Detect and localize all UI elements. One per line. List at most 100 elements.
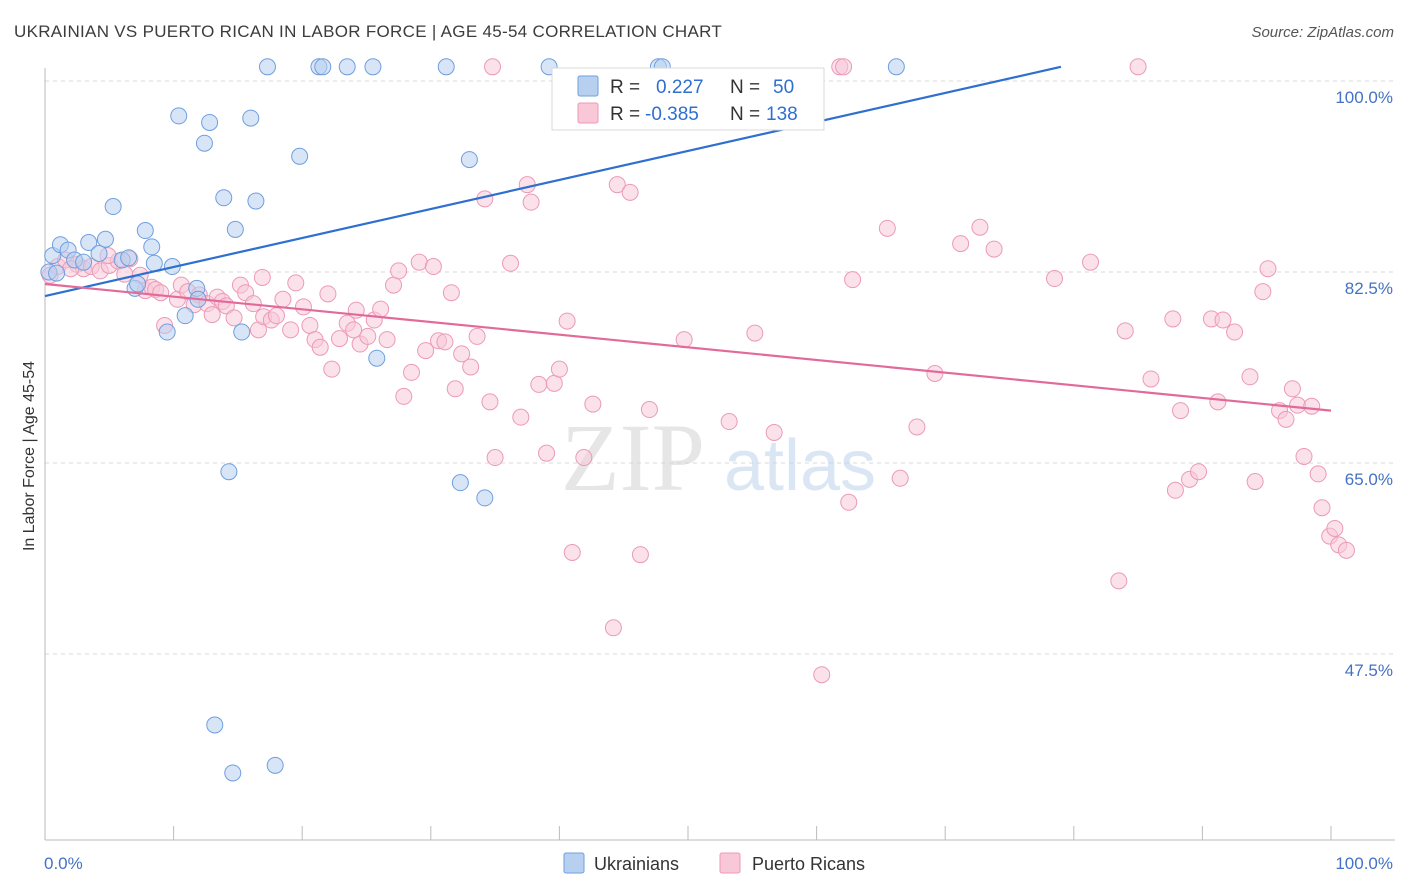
legend-r-label-1: R =: [610, 77, 640, 98]
point-ukrainians-38: [368, 349, 386, 367]
point-puerto-ricans-95: [952, 235, 970, 253]
point-ukrainians-25: [215, 189, 233, 207]
point-ukrainians-36: [338, 58, 356, 76]
bottom-legend: Ukrainians Puerto Ricans: [563, 852, 865, 874]
point-puerto-ricans-90: [844, 271, 862, 289]
point-puerto-ricans-135: [835, 58, 853, 76]
point-puerto-ricans-63: [468, 327, 486, 345]
legend-n-value-2: 138: [766, 104, 798, 125]
point-puerto-ricans-36: [287, 274, 305, 292]
point-ukrainians-8: [96, 230, 114, 248]
point-puerto-ricans-38: [301, 316, 319, 334]
point-puerto-ricans-121: [1295, 447, 1313, 465]
point-puerto-ricans-77: [575, 449, 593, 467]
point-puerto-ricans-105: [1166, 481, 1184, 499]
bottom-legend-label-ukrainians: Ukrainians: [594, 854, 679, 874]
point-ukrainians-23: [195, 134, 213, 152]
point-puerto-ricans-59: [442, 284, 460, 302]
point-puerto-ricans-69: [518, 176, 536, 194]
point-puerto-ricans-55: [417, 342, 435, 360]
point-puerto-ricans-46: [359, 327, 377, 345]
point-puerto-ricans-75: [558, 312, 576, 330]
y-tick-label-1: 65.0%: [1345, 470, 1393, 489]
series-puerto-ricans: [41, 58, 1355, 684]
point-ukrainians-17: [158, 323, 176, 341]
point-puerto-ricans-134: [484, 58, 502, 76]
point-puerto-ricans-115: [1254, 283, 1272, 301]
point-ukrainians-27: [226, 220, 244, 238]
source-label: Source: ZipAtlas.com: [1251, 24, 1394, 41]
point-puerto-ricans-93: [908, 418, 926, 436]
point-puerto-ricans-120: [1289, 396, 1307, 414]
point-puerto-ricans-34: [274, 290, 292, 308]
point-puerto-ricans-86: [746, 324, 764, 342]
point-puerto-ricans-68: [512, 408, 530, 426]
point-ukrainians-19: [170, 107, 188, 125]
point-puerto-ricans-123: [1309, 465, 1327, 483]
legend: R = 0.227 N = 50 R = -0.385 N = 138: [551, 67, 825, 131]
point-ukrainians-37: [364, 58, 382, 76]
point-puerto-ricans-106: [1172, 402, 1190, 420]
legend-r-label-2: R =: [610, 104, 640, 125]
point-ukrainians-40: [451, 474, 469, 492]
point-puerto-ricans-76: [563, 543, 581, 561]
point-puerto-ricans-79: [604, 619, 622, 637]
point-ukrainians-9: [104, 198, 122, 216]
point-ukrainians-28: [233, 323, 251, 341]
point-puerto-ricans-88: [813, 666, 831, 684]
point-puerto-ricans-99: [1082, 253, 1100, 271]
trend-line-ukrainians: [44, 65, 1062, 298]
point-puerto-ricans-48: [372, 300, 390, 318]
point-puerto-ricans-126: [1326, 519, 1344, 537]
point-puerto-ricans-71: [530, 375, 548, 393]
point-puerto-ricans-50: [385, 276, 403, 294]
series-ukrainians: [40, 58, 905, 782]
point-ukrainians-30: [247, 192, 265, 210]
point-puerto-ricans-128: [1337, 541, 1355, 559]
point-puerto-ricans-92: [891, 469, 909, 487]
y-axis-title: In Labor Force | Age 45-54: [21, 361, 38, 551]
point-puerto-ricans-112: [1226, 323, 1244, 341]
point-ukrainians-29: [242, 109, 260, 127]
point-puerto-ricans-81: [621, 183, 639, 201]
point-puerto-ricans-118: [1277, 410, 1295, 428]
point-ukrainians-5: [75, 253, 93, 271]
point-puerto-ricans-73: [545, 374, 563, 392]
point-puerto-ricans-53: [403, 363, 421, 381]
point-puerto-ricans-61: [453, 345, 471, 363]
point-puerto-ricans-119: [1283, 380, 1301, 398]
point-puerto-ricans-87: [765, 423, 783, 441]
point-puerto-ricans-114: [1246, 473, 1264, 491]
tick-labels: 47.5% 65.0% 82.5% 100.0% 0.0% 100.0%: [44, 88, 1393, 873]
point-puerto-ricans-113: [1241, 368, 1259, 386]
point-puerto-ricans-60: [446, 380, 464, 398]
point-puerto-ricans-51: [390, 262, 408, 280]
legend-n-value-1: 50: [773, 77, 794, 98]
point-puerto-ricans-37: [294, 298, 312, 316]
point-puerto-ricans-74: [550, 360, 568, 378]
legend-r-value-1: 0.227: [656, 77, 704, 98]
legend-swatch-pink: [577, 102, 599, 124]
point-puerto-ricans-78: [584, 395, 602, 413]
point-ukrainians-42: [476, 489, 494, 507]
grid-lines: [45, 80, 1395, 655]
x-tick-label-1: 100.0%: [1335, 854, 1393, 873]
legend-n-label-2: N =: [730, 104, 760, 125]
point-puerto-ricans-35: [282, 321, 300, 339]
point-puerto-ricans-41: [323, 360, 341, 378]
point-ukrainians-39: [437, 58, 455, 76]
point-puerto-ricans-101: [1116, 322, 1134, 340]
y-tick-label-2: 82.5%: [1345, 279, 1393, 298]
point-puerto-ricans-26: [225, 309, 243, 327]
point-puerto-ricans-91: [878, 219, 896, 237]
point-ukrainians-47: [206, 716, 224, 734]
point-puerto-ricans-84: [675, 331, 693, 349]
point-ukrainians-6: [80, 234, 98, 252]
point-puerto-ricans-102: [1129, 58, 1147, 76]
bottom-legend-swatch-blue: [563, 852, 585, 874]
point-puerto-ricans-103: [1142, 370, 1160, 388]
point-puerto-ricans-132: [253, 268, 271, 286]
point-puerto-ricans-72: [538, 444, 556, 462]
point-puerto-ricans-96: [971, 218, 989, 236]
